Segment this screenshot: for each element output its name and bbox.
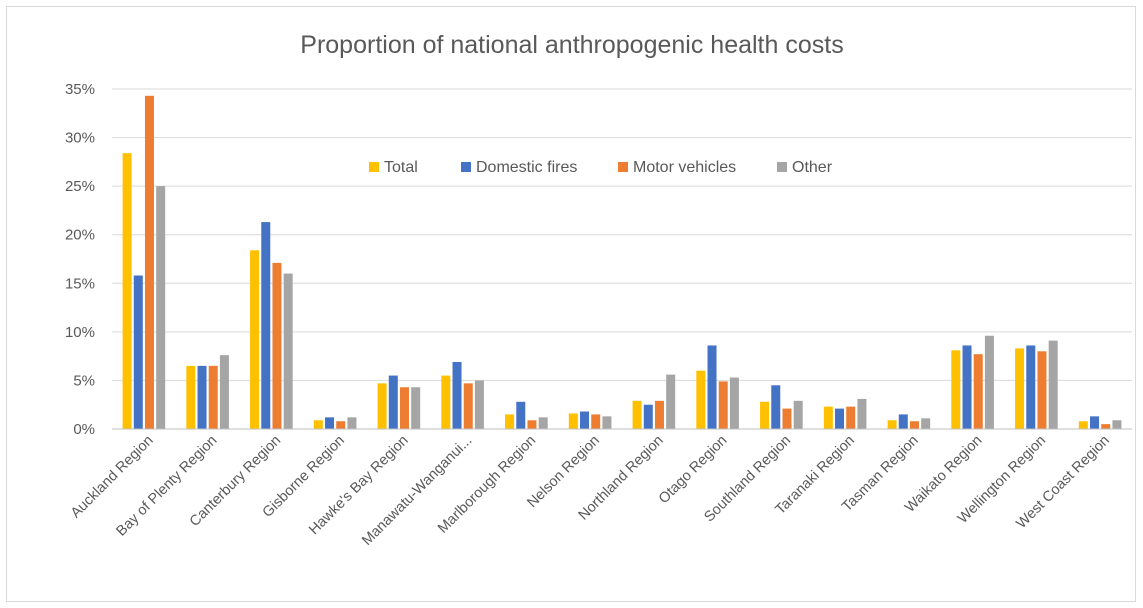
bar	[846, 406, 856, 429]
bar	[632, 400, 642, 429]
bar	[887, 420, 897, 429]
bar	[527, 420, 537, 429]
bar	[1026, 345, 1036, 429]
bar	[568, 413, 578, 429]
bar	[399, 387, 409, 429]
bar	[272, 262, 282, 429]
bar	[782, 408, 792, 429]
bar	[898, 414, 908, 429]
bar	[823, 406, 833, 429]
bar	[1078, 421, 1088, 429]
bar	[643, 404, 653, 429]
bar	[580, 411, 590, 429]
bar	[696, 370, 706, 429]
bar	[951, 350, 961, 429]
x-tick-label: Manawatu-Wanganui...	[359, 433, 475, 549]
bar	[283, 273, 293, 429]
legend: Total Domestic fires Motor vehicles Other	[369, 159, 833, 176]
legend-label: Domestic fires	[476, 159, 577, 176]
bar	[219, 355, 229, 429]
bar	[729, 377, 739, 429]
bar	[197, 365, 207, 429]
bar	[474, 380, 484, 429]
bar	[973, 354, 983, 429]
bar	[602, 416, 612, 429]
bars	[122, 95, 1122, 430]
bar	[325, 417, 335, 429]
bar	[591, 414, 601, 429]
bar-chart: Proportion of national anthropogenic hea…	[65, 31, 1132, 549]
y-axis-ticks: 0% 5% 10% 15% 20% 25% 30% 35%	[65, 81, 95, 438]
chart-area: Proportion of national anthropogenic hea…	[6, 6, 1136, 602]
bar	[516, 401, 526, 429]
bar	[156, 186, 166, 429]
bar	[313, 420, 323, 429]
bar	[793, 400, 803, 429]
chart-title: Proportion of national anthropogenic hea…	[300, 31, 843, 59]
bar	[718, 381, 728, 429]
legend-label: Other	[792, 159, 833, 176]
bar	[962, 345, 972, 429]
bar	[411, 387, 421, 429]
y-tick-label: 35%	[65, 81, 95, 98]
legend-swatch	[777, 162, 787, 172]
bar	[984, 335, 994, 429]
bar	[347, 417, 357, 429]
bar	[921, 418, 931, 429]
bar	[1090, 416, 1100, 429]
bar	[760, 401, 770, 429]
bar	[1112, 420, 1122, 429]
bar	[336, 421, 346, 429]
bar	[377, 383, 387, 429]
y-tick-label: 5%	[73, 372, 95, 389]
gridlines	[112, 88, 1132, 381]
bar	[250, 250, 260, 429]
bar	[186, 365, 196, 429]
bar	[388, 375, 398, 429]
legend-swatch	[618, 162, 628, 172]
bar	[1048, 340, 1058, 429]
bar	[707, 345, 717, 429]
bar	[122, 153, 132, 429]
bar	[771, 385, 781, 429]
y-tick-label: 20%	[65, 227, 95, 244]
legend-swatch	[369, 162, 379, 172]
bar	[1101, 424, 1111, 429]
y-tick-label: 10%	[65, 324, 95, 341]
bar	[463, 383, 473, 429]
y-tick-label: 15%	[65, 275, 95, 292]
legend-label: Motor vehicles	[633, 159, 736, 176]
bar	[441, 375, 451, 429]
bar	[505, 414, 515, 429]
bar	[1037, 351, 1047, 429]
bar	[835, 408, 845, 429]
bar	[261, 222, 271, 429]
legend-swatch	[461, 162, 471, 172]
y-tick-label: 25%	[65, 178, 95, 195]
y-tick-label: 30%	[65, 130, 95, 147]
bar	[133, 275, 143, 429]
y-tick-label: 0%	[73, 421, 95, 438]
bar	[857, 398, 867, 429]
legend-label: Total	[384, 159, 418, 176]
bar	[452, 361, 462, 429]
bar	[144, 95, 154, 430]
bar	[909, 421, 919, 429]
bar	[1015, 348, 1025, 429]
bar	[208, 365, 218, 429]
bar	[666, 374, 676, 429]
bar	[654, 400, 664, 429]
bar	[538, 417, 548, 429]
